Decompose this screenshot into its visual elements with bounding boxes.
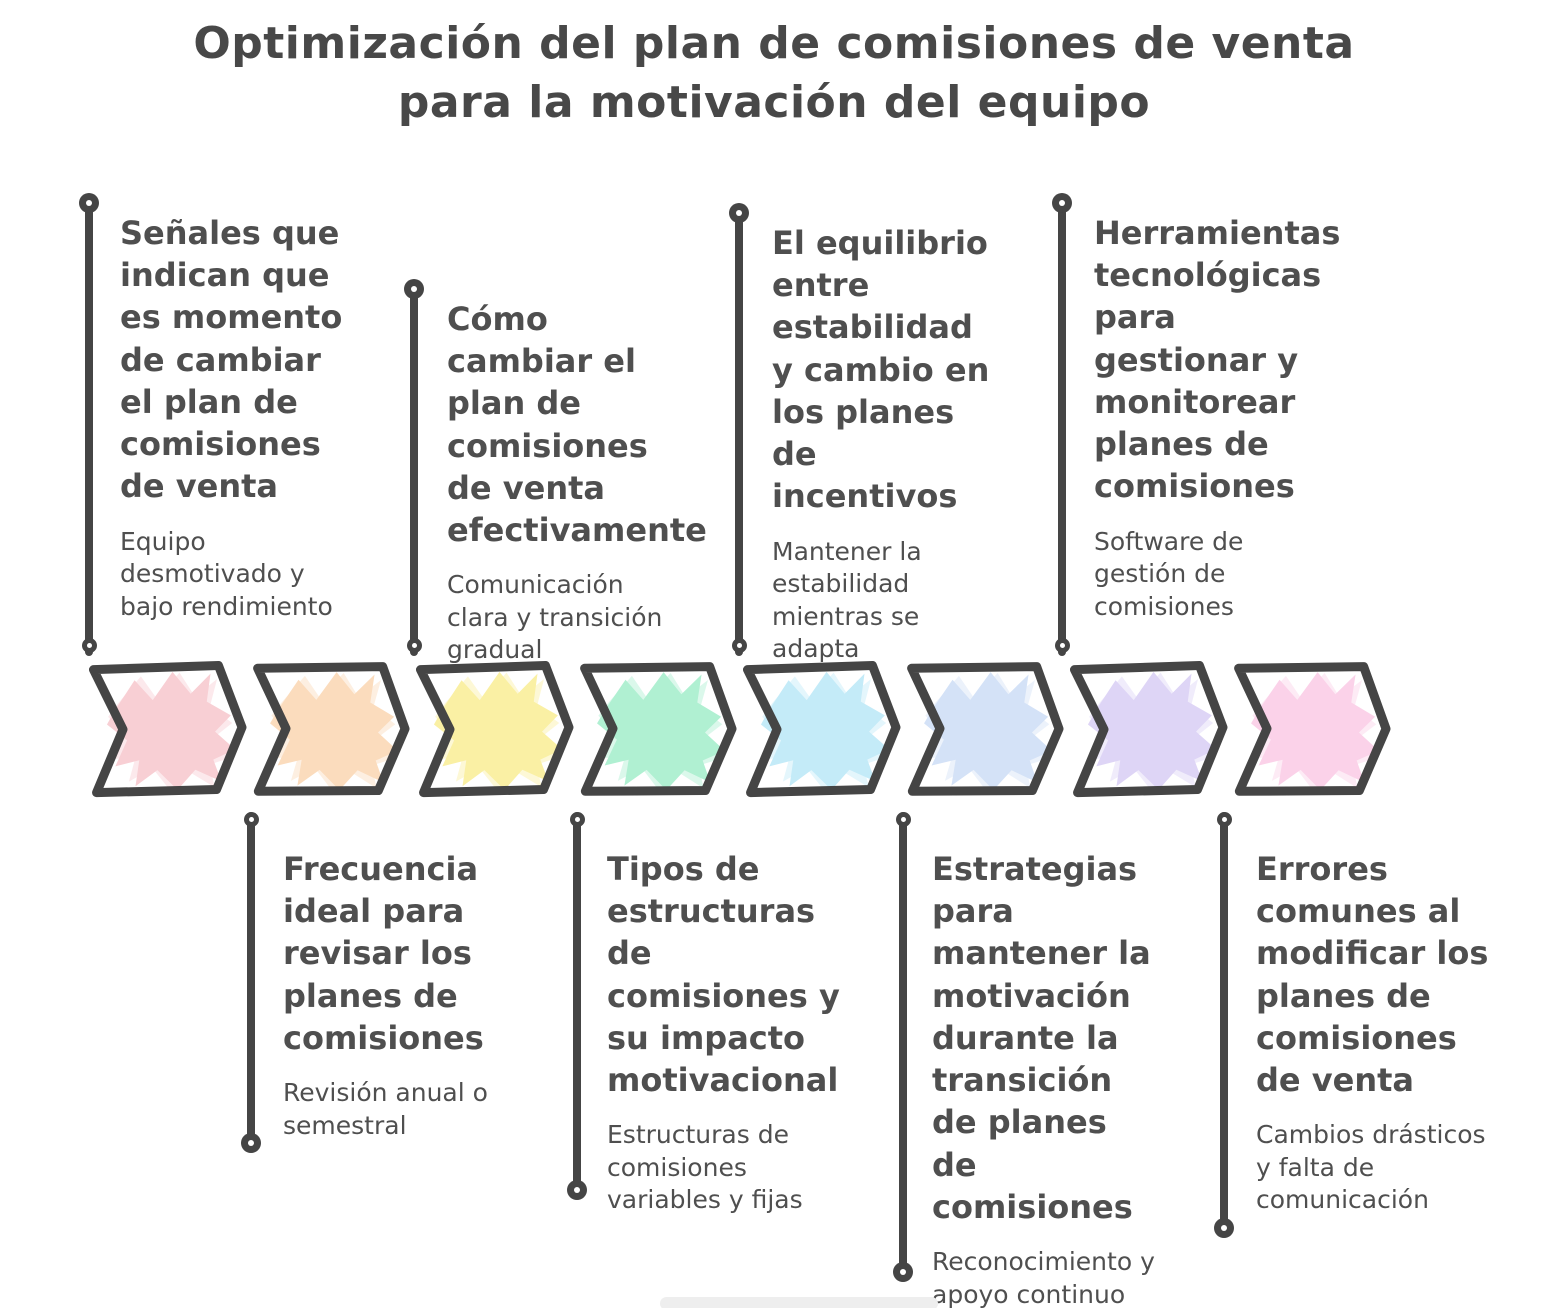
page-title: Optimización del plan de comisiones de v… [193,18,1355,129]
step-heading: Errores comunes al modificar los planes … [1256,850,1489,1100]
chevron-outline [253,662,410,796]
connector-dot-inner-step-5 [732,638,747,653]
chevron-step-1 [88,661,247,798]
connector-dot-outer-step-2 [241,1133,261,1153]
step-subheading: Mantener la estabilidad mientras se adap… [772,536,922,664]
connector-dot-outer-step-3 [404,279,424,299]
chevron-outline [88,661,247,798]
connector-dot-outer-step-1 [79,193,99,213]
chevron-outline [742,661,901,798]
connector-dot-outer-step-7 [1052,193,1072,213]
step-heading: Señales que indican que es momento de ca… [120,214,343,506]
step-subheading: Reconocimiento y apoyo continuo [932,1247,1155,1308]
connector-dot-inner-step-2 [244,812,259,827]
watermark-bar [660,1297,938,1308]
step-subheading: Equipo desmotivado y bajo rendimiento [120,526,333,621]
step-heading: El equilibrio entre estabilidad y cambio… [772,224,990,516]
connector-dot-inner-step-3 [407,638,422,653]
connector-line-step-4 [573,812,581,1190]
step-subheading: Revisión anual o semestral [283,1078,488,1140]
chevron-scribble [597,672,725,791]
connector-line-step-8 [1220,812,1228,1228]
step-7-text: Herramientas tecnológicas para gestionar… [1094,212,1341,623]
chevron-scribble [924,672,1052,791]
connector-dot-inner-step-7 [1055,638,1070,653]
step-heading: Herramientas tecnológicas para gestionar… [1094,214,1341,506]
chevron-step-3 [415,661,574,798]
connector-dot-outer-step-5 [729,203,749,223]
step-5-text: El equilibrio entre estabilidad y cambio… [772,222,1002,666]
connector-line-step-6 [899,812,907,1272]
connector-line-step-7 [1058,203,1066,656]
step-heading: Frecuencia ideal para revisar los planes… [283,850,484,1057]
connector-line-step-5 [735,213,743,656]
chevron-outline [1234,662,1391,796]
chevron-outline [907,662,1064,796]
chevron-outline [580,662,737,796]
step-1-text: Señales que indican que es momento de ca… [120,212,360,623]
chevron-step-5 [742,661,901,798]
connector-dot-inner-step-4 [570,812,585,827]
step-subheading: Comunicación clara y transición gradual [447,570,663,665]
chevron-step-6 [907,662,1064,796]
chevron-step-8 [1234,662,1391,796]
step-subheading: Cambios drásticos y falta de comunicació… [1256,1120,1486,1215]
connector-dot-outer-step-6 [893,1262,913,1282]
connector-dot-inner-step-1 [82,638,97,653]
step-3-text: Cómo cambiar el plan de comisiones de ve… [447,298,707,667]
step-subheading: Estructuras de comisiones variables y fi… [607,1120,803,1215]
chevron-scribble [1251,672,1379,791]
chevron-outline [1069,661,1228,798]
chevron-scribble [1087,671,1217,790]
chevron-step-4 [580,662,737,796]
connector-dot-outer-step-4 [567,1180,587,1200]
step-2-text: Frecuencia ideal para revisar los planes… [283,848,518,1142]
step-8-text: Errores comunes al modificar los planes … [1256,848,1496,1217]
chevron-step-2 [253,662,410,796]
chevron-scribble [106,671,236,790]
connector-line-step-3 [410,289,418,656]
step-heading: Estrategias para mantener la motivación … [932,850,1151,1226]
chevron-scribble [760,671,890,790]
connector-line-step-1 [85,203,93,656]
chevron-scribble [433,671,563,790]
connector-dot-inner-step-6 [896,812,911,827]
step-subheading: Software de gestión de comisiones [1094,526,1244,621]
step-heading: Tipos de estructuras de comisiones y su … [607,850,840,1100]
connector-dot-inner-step-8 [1217,812,1232,827]
connector-line-step-2 [247,812,255,1143]
chevron-step-7 [1069,661,1228,798]
chevron-outline [415,661,574,798]
step-4-text: Tipos de estructuras de comisiones y su … [607,848,847,1217]
chevron-scribble [270,672,398,791]
step-6-text: Estrategias para mantener la motivación … [932,848,1157,1308]
connector-dot-outer-step-8 [1214,1218,1234,1238]
step-heading: Cómo cambiar el plan de comisiones de ve… [447,300,707,550]
